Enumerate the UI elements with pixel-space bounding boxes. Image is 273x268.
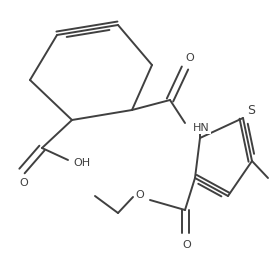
Text: S: S: [247, 103, 255, 117]
Text: OH: OH: [73, 158, 91, 168]
Text: O: O: [136, 190, 144, 200]
Text: HN: HN: [193, 123, 210, 133]
Text: O: O: [186, 53, 194, 63]
Text: O: O: [183, 240, 191, 250]
Text: O: O: [20, 178, 28, 188]
